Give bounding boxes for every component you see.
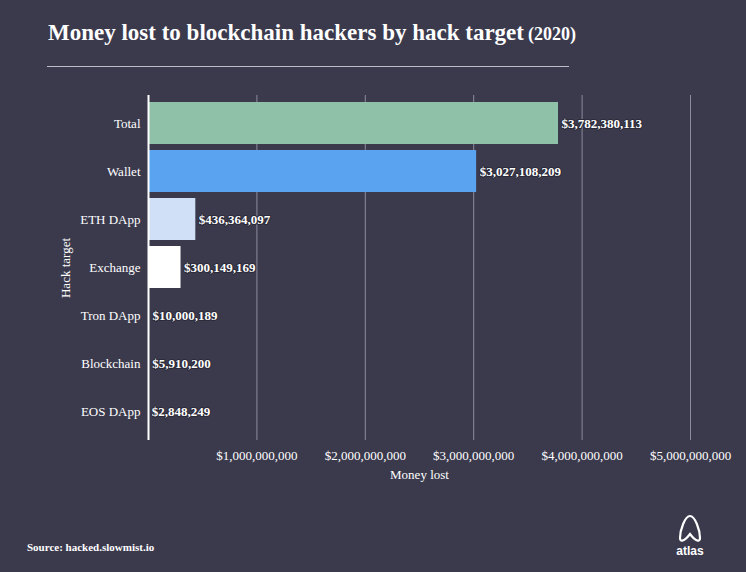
- svg-text:$2,848,249: $2,848,249: [152, 404, 211, 419]
- svg-text:$10,000,189: $10,000,189: [153, 308, 219, 323]
- svg-text:$300,149,169: $300,149,169: [184, 260, 256, 275]
- html-text:Money lost to blockchain hacke: Money lost to blockchain hackers by hack…: [48, 20, 576, 45]
- svg-text:Total: Total: [114, 116, 141, 131]
- svg-text:$4,000,000,000: $4,000,000,000: [541, 448, 622, 463]
- svg-text:EOS DApp: EOS DApp: [81, 404, 141, 419]
- html-text:atlas: atlas: [676, 544, 704, 558]
- svg-text:$3,027,108,209: $3,027,108,209: [480, 164, 562, 179]
- svg-text:ETH DApp: ETH DApp: [80, 212, 140, 227]
- svg-text:Exchange: Exchange: [89, 260, 140, 275]
- svg-text:Hack target: Hack target: [58, 238, 73, 298]
- svg-text:$1,000,000,000: $1,000,000,000: [216, 448, 297, 463]
- svg-text:$3,782,380,113: $3,782,380,113: [562, 116, 643, 131]
- svg-text:$3,000,000,000: $3,000,000,000: [433, 448, 514, 463]
- svg-text:Blockchain: Blockchain: [81, 356, 141, 371]
- svg-text:$5,910,200: $5,910,200: [152, 356, 211, 371]
- svg-text:Tron DApp: Tron DApp: [81, 308, 141, 323]
- svg-text:Wallet: Wallet: [107, 164, 141, 179]
- html-text:Source: hacked.slowmist.io: Source: hacked.slowmist.io: [27, 541, 155, 553]
- svg-text:$5,000,000,000: $5,000,000,000: [650, 448, 731, 463]
- svg-text:$436,364,097: $436,364,097: [199, 212, 271, 227]
- svg-text:Money lost: Money lost: [390, 467, 449, 482]
- svg-text:$2,000,000,000: $2,000,000,000: [325, 448, 406, 463]
